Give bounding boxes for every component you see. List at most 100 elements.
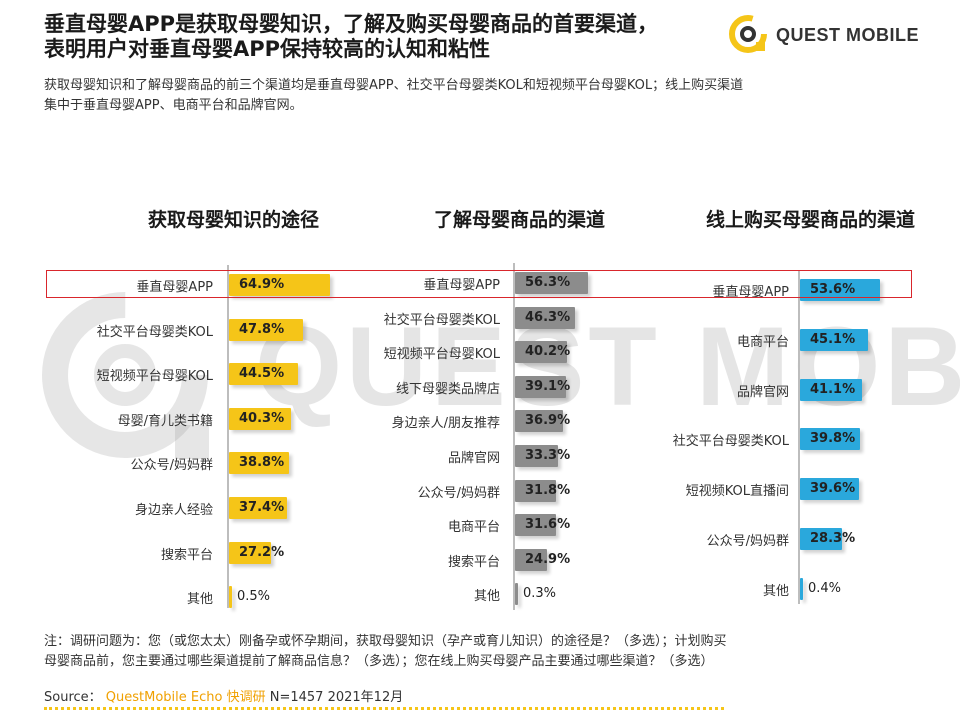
page-subtitle: 获取母婴知识和了解母婴商品的前三个渠道均是垂直母婴APP、社交平台母婴类KOL和…: [44, 76, 924, 116]
bar: [800, 328, 868, 351]
footnote-line-1: 注：调研问题为：您（或您太太）刚备孕或怀孕期间，获取母婴知识（孕产或育儿知识）的…: [44, 634, 727, 649]
data-label: 56.3%: [525, 275, 571, 290]
data-label: 39.8%: [810, 431, 856, 447]
footnote-line-2: 母婴商品前，您主要通过哪些渠道提前了解商品信息？（多选）；您在线上购买母婴产品主…: [44, 654, 714, 669]
bar: [229, 274, 330, 296]
bar: [229, 363, 298, 386]
logo-icon: [729, 15, 767, 53]
bar: [515, 445, 559, 467]
source-detail: N=1457 2021年12月: [269, 690, 404, 705]
category-label: 身边亲人/朋友推荐: [391, 416, 500, 432]
bar: [229, 318, 304, 341]
bar: [800, 577, 803, 600]
data-label: 40.3%: [239, 410, 285, 426]
logo-text: QUEST MOBILE: [776, 25, 920, 45]
bar: [229, 452, 290, 475]
source-label: Source：: [44, 690, 102, 705]
category-label: 搜索平台: [447, 554, 500, 570]
category-label: 身边亲人经验: [134, 503, 213, 518]
category-label: 公众号/妈妈群: [130, 458, 213, 474]
category-label: 社交平台母婴类KOL: [383, 312, 500, 328]
bar: [515, 341, 568, 364]
data-label: 28.3%: [810, 531, 856, 546]
panel-title-knowledge: 获取母婴知识的途径: [148, 209, 320, 231]
data-label: 45.1%: [810, 331, 856, 347]
category-label: 公众号/妈妈群: [706, 534, 789, 549]
category-label: 线下母婴类品牌店: [395, 381, 500, 397]
title-line-2: 表明用户对垂直母婴APP保持较高的认知和粘性: [44, 37, 491, 61]
bar: [800, 279, 881, 301]
data-label: 47.8%: [239, 321, 285, 337]
bar: [800, 528, 843, 550]
bar: [515, 306, 576, 329]
category-label: 社交平台母婴类KOL: [672, 434, 789, 450]
category-label: 垂直母婴APP: [712, 285, 789, 300]
bar: [800, 428, 860, 451]
bar: [515, 514, 557, 537]
highlight-box: [46, 270, 912, 298]
data-label: 44.5%: [239, 366, 285, 382]
category-label: 品牌官网: [447, 451, 500, 466]
data-label: 38.8%: [239, 455, 285, 471]
footnote: 注：调研问题为：您（或您太太）刚备孕或怀孕期间，获取母婴知识（孕产或育儿知识）的…: [44, 632, 924, 672]
axis-line: [227, 265, 229, 608]
data-label: 0.5%: [237, 589, 271, 605]
bar: [515, 375, 566, 398]
decorative-dotted-line: [44, 707, 724, 710]
category-label: 社交平台母婴类KOL: [96, 324, 213, 340]
data-label: 37.4%: [239, 500, 285, 515]
data-label: 39.6%: [810, 481, 856, 497]
bar: [229, 586, 232, 609]
data-label: 36.9%: [525, 413, 571, 429]
data-label: 46.3%: [525, 309, 571, 325]
bar: [229, 407, 292, 430]
source-brand: QuestMobile Echo 快调研: [105, 690, 266, 705]
subtitle-line-2: 集中于垂直母婴APP、电商平台和品牌官网。: [44, 98, 303, 113]
bar: [515, 548, 548, 571]
category-label: 电商平台: [447, 520, 500, 536]
category-label: 公众号/妈妈群: [417, 485, 500, 501]
page-title: 垂直母婴APP是获取母婴知识，了解及购买母婴商品的首要渠道， 表明用户对垂直母婴…: [44, 12, 744, 62]
category-label: 其他: [473, 589, 500, 605]
panel-title-purchase: 线上购买母婴商品的渠道: [706, 209, 916, 231]
category-label: 短视频平台母婴KOL: [96, 369, 213, 385]
category-label: 短视频KOL直播间: [685, 484, 789, 500]
category-label: 电商平台: [736, 334, 789, 350]
source-line: Source： QuestMobile Echo 快调研 N=1457 2021…: [44, 686, 403, 705]
data-label: 31.6%: [525, 517, 571, 533]
data-label: 39.1%: [525, 378, 571, 394]
bar: [515, 410, 563, 433]
data-label: 24.9%: [525, 551, 571, 567]
bar: [800, 478, 860, 501]
data-label: 0.3%: [523, 586, 557, 602]
data-label: 53.6%: [810, 282, 856, 297]
category-label: 母婴/育儿类书籍: [117, 413, 213, 429]
data-label: 0.4%: [808, 580, 842, 596]
data-label: 40.2%: [525, 344, 571, 360]
bar: [515, 583, 518, 606]
category-label: 垂直母婴APP: [136, 280, 213, 295]
data-label: 41.1%: [810, 381, 856, 397]
axis-line: [513, 263, 515, 610]
category-label: 短视频平台母婴KOL: [383, 347, 500, 363]
data-label: 64.9%: [239, 277, 285, 292]
watermark-text: QUEST MOBILE: [255, 304, 960, 429]
bar: [229, 541, 272, 564]
bar: [515, 479, 557, 502]
bar: [800, 378, 862, 401]
category-label: 其他: [186, 592, 213, 608]
axis-line: [798, 270, 800, 604]
data-label: 33.3%: [525, 448, 571, 463]
bar: [515, 272, 589, 294]
questmobile-logo: QUEST MOBILE: [726, 10, 926, 60]
category-label: 搜索平台: [160, 547, 213, 563]
data-label: 31.8%: [525, 482, 571, 498]
category-label: 其他: [762, 583, 789, 599]
subtitle-line-1: 获取母婴知识和了解母婴商品的前三个渠道均是垂直母婴APP、社交平台母婴类KOL和…: [44, 78, 744, 93]
data-label: 27.2%: [239, 544, 285, 560]
bar: [229, 497, 287, 519]
panel-title-learn: 了解母婴商品的渠道: [434, 209, 606, 231]
category-label: 品牌官网: [736, 384, 789, 400]
title-line-1: 垂直母婴APP是获取母婴知识，了解及购买母婴商品的首要渠道，: [44, 12, 659, 36]
category-label: 垂直母婴APP: [423, 278, 500, 293]
